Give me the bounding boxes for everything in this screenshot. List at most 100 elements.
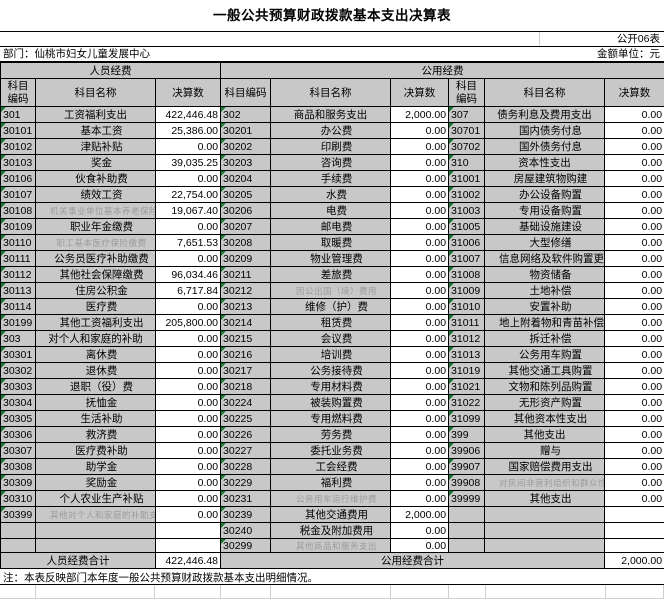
public-a-name: 邮电费 xyxy=(271,219,391,235)
public-a-amount: 0.00 xyxy=(391,267,449,283)
public-a-name: 专用燃料费 xyxy=(271,411,391,427)
personnel-code: 30103 xyxy=(1,155,36,171)
public-a-code: 30201 xyxy=(221,123,271,139)
personnel-code: 30305 xyxy=(1,411,36,427)
public-a-name: 劳务费 xyxy=(271,427,391,443)
public-a-code: 30227 xyxy=(221,443,271,459)
personnel-name: 机关事业单位基本养老保险缴费 xyxy=(36,203,156,219)
column-header-row: 科目编码科目名称决算数科目编码科目名称决算数科目编码科目名称决算数 xyxy=(1,79,664,107)
public-b-amount: 0.00 xyxy=(605,299,664,315)
public-a-code: 30218 xyxy=(221,379,271,395)
personnel-name: 医疗费补助 xyxy=(36,443,156,459)
public-b-code: 31007 xyxy=(449,251,485,267)
page-title: 一般公共预算财政拨款基本支出决算表 xyxy=(0,0,664,32)
public-b-name: 国外债务付息 xyxy=(485,139,605,155)
public-b-code-empty xyxy=(449,539,485,553)
public-a-amount: 0.00 xyxy=(391,443,449,459)
public-b-amount: 0.00 xyxy=(605,139,664,155)
group-header-personnel: 人员经费 xyxy=(1,63,221,79)
tail-cell xyxy=(271,585,391,599)
personnel-code: 30302 xyxy=(1,363,36,379)
personnel-amount: 0.00 xyxy=(156,347,221,363)
personnel-code: 30310 xyxy=(1,491,36,507)
col-header-amount-2: 决算数 xyxy=(391,79,449,107)
department-label: 部门：仙桃市妇女儿童发展中心 xyxy=(0,47,540,61)
public-b-code: 399 xyxy=(449,427,485,443)
personnel-name: 抚恤金 xyxy=(36,395,156,411)
personnel-name: 职业年金缴费 xyxy=(36,219,156,235)
public-a-name: 差旅费 xyxy=(271,267,391,283)
public-b-name: 无形资产购置 xyxy=(485,395,605,411)
public-a-amount: 0.00 xyxy=(391,187,449,203)
personnel-amount: 0.00 xyxy=(156,411,221,427)
public-a-name: 物业管理费 xyxy=(271,251,391,267)
personnel-amount: 25,386.00 xyxy=(156,123,221,139)
personnel-amount: 39,035.25 xyxy=(156,155,221,171)
public-a-code: 30204 xyxy=(221,171,271,187)
personnel-amount: 0.00 xyxy=(156,443,221,459)
group-header-public: 公用经费 xyxy=(221,63,664,79)
public-b-name: 公务用车购置 xyxy=(485,347,605,363)
personnel-amount: 0.00 xyxy=(156,331,221,347)
col-header-name-3: 科目名称 xyxy=(485,79,605,107)
personnel-amount: 6,717.84 xyxy=(156,283,221,299)
public-b-name: 国家赔偿费用支出 xyxy=(485,459,605,475)
public-a-code: 30211 xyxy=(221,267,271,283)
public-b-name-empty xyxy=(485,539,605,553)
empty-sheet-rows xyxy=(0,585,664,599)
public-b-code-empty xyxy=(449,523,485,539)
personnel-code: 30304 xyxy=(1,395,36,411)
personnel-amount: 0.00 xyxy=(156,171,221,187)
personnel-code: 30114 xyxy=(1,299,36,315)
public-b-name: 物资储备 xyxy=(485,267,605,283)
personnel-code: 301 xyxy=(1,107,36,123)
public-a-amount: 0.00 xyxy=(391,379,449,395)
personnel-code: 30106 xyxy=(1,171,36,187)
form-number-row: 公开06表 xyxy=(0,32,664,47)
public-a-code: 30202 xyxy=(221,139,271,155)
public-b-name: 其他资本性支出 xyxy=(485,411,605,427)
public-b-code: 31001 xyxy=(449,171,485,187)
personnel-amount: 0.00 xyxy=(156,219,221,235)
public-b-amount: 0.00 xyxy=(605,315,664,331)
personnel-code: 30307 xyxy=(1,443,36,459)
public-a-name: 因公出国（境）费用 xyxy=(271,283,391,299)
public-b-code: 31006 xyxy=(449,235,485,251)
public-b-code: 31019 xyxy=(449,363,485,379)
public-a-amount: 2,000.00 xyxy=(391,507,449,523)
public-a-amount: 0.00 xyxy=(391,523,449,539)
personnel-name: 奖金 xyxy=(36,155,156,171)
col-header-name-2: 科目名称 xyxy=(271,79,391,107)
public-b-name-empty xyxy=(485,507,605,523)
personnel-name: 奖励金 xyxy=(36,475,156,491)
col-header-code-2: 科目编码 xyxy=(221,79,271,107)
public-b-code: 31009 xyxy=(449,283,485,299)
personnel-code: 30112 xyxy=(1,267,36,283)
personnel-amount: 19,067.40 xyxy=(156,203,221,219)
public-a-name: 电费 xyxy=(271,203,391,219)
personnel-name: 公务员医疗补助缴费 xyxy=(36,251,156,267)
public-b-code: 31010 xyxy=(449,299,485,315)
public-b-amount: 0.00 xyxy=(605,379,664,395)
public-b-name: 专用设备购置 xyxy=(485,203,605,219)
personnel-amount: 0.00 xyxy=(156,395,221,411)
personnel-code-empty xyxy=(1,523,36,539)
col-header-amount-3: 决算数 xyxy=(605,79,664,107)
public-b-name: 其他交通工具购置 xyxy=(485,363,605,379)
public-a-name: 取暖费 xyxy=(271,235,391,251)
budget-table-body: 人员经费公用经费科目编码科目名称决算数科目编码科目名称决算数科目编码科目名称决算… xyxy=(1,63,664,569)
public-a-amount: 0.00 xyxy=(391,427,449,443)
public-a-amount: 0.00 xyxy=(391,475,449,491)
personnel-amount: 422,446.48 xyxy=(156,107,221,123)
tail-cell xyxy=(0,585,36,599)
public-b-name: 土地补偿 xyxy=(485,283,605,299)
public-b-amount: 0.00 xyxy=(605,459,664,475)
public-a-amount: 0.00 xyxy=(391,251,449,267)
public-b-amount: 0.00 xyxy=(605,219,664,235)
public-a-name: 水费 xyxy=(271,187,391,203)
